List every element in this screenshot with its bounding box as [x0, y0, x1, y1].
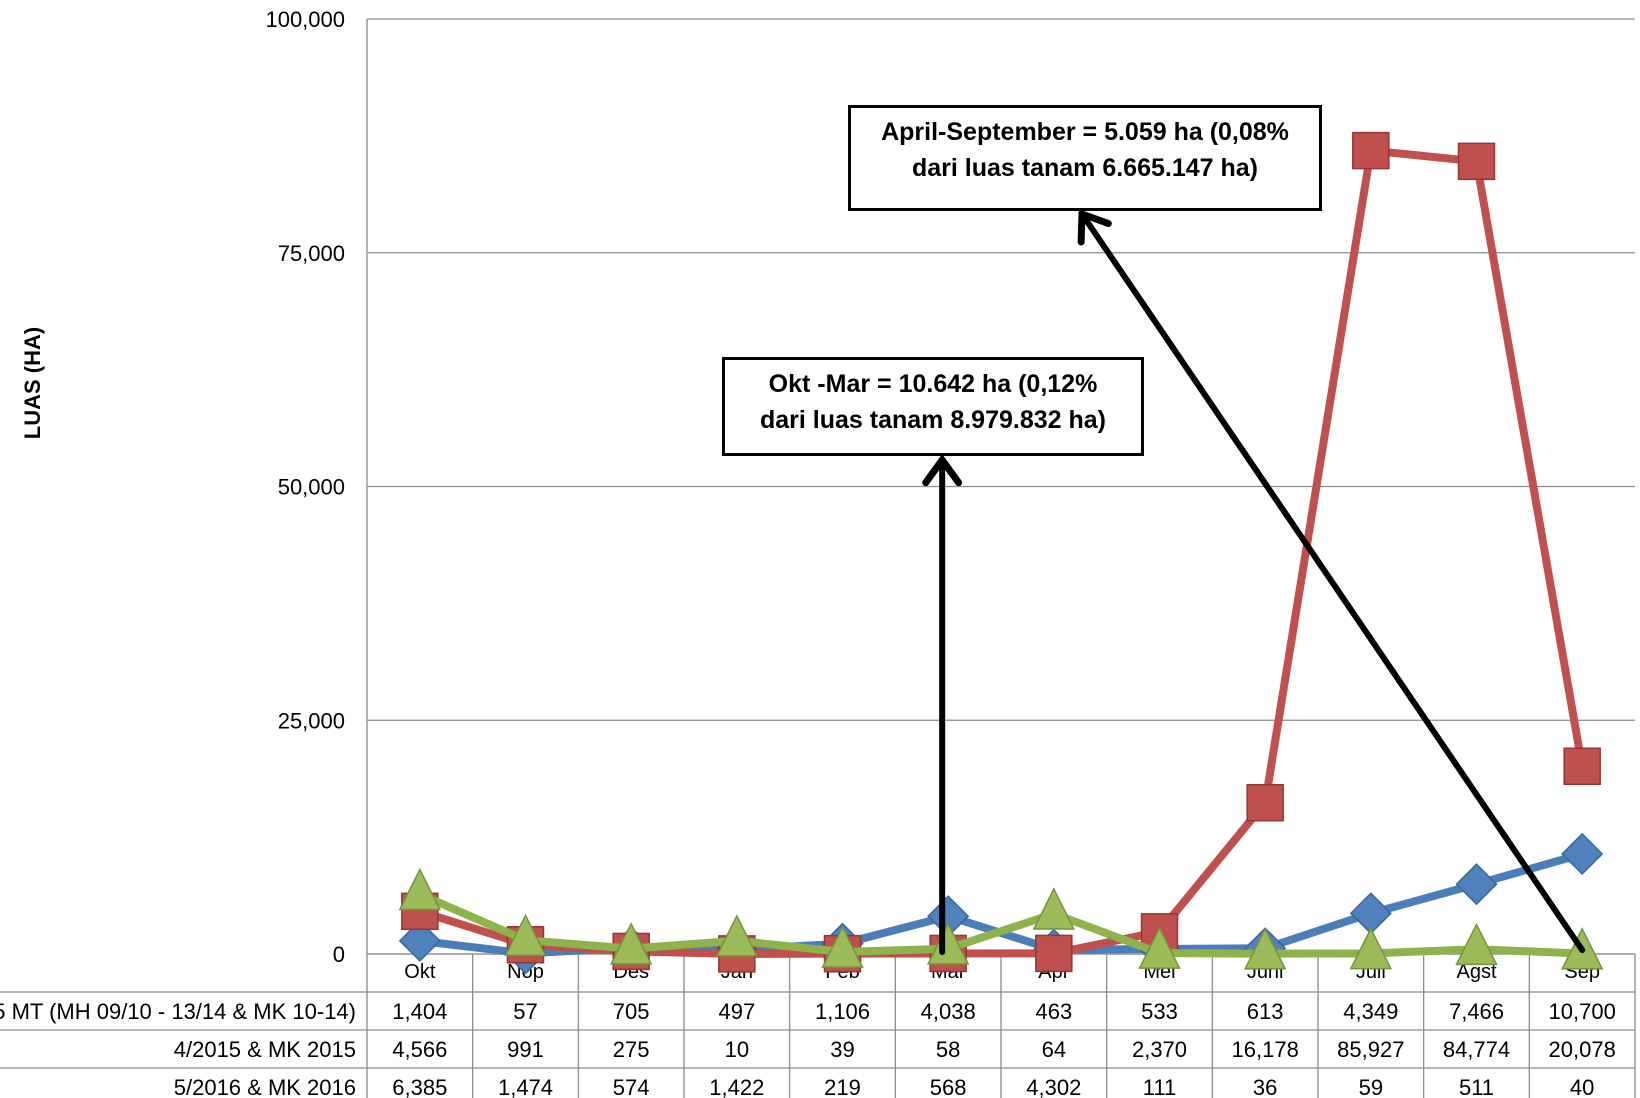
table-cell: 85,927	[1337, 1037, 1404, 1062]
table-cell: 16,178	[1232, 1037, 1299, 1062]
data-point-triangle	[504, 913, 547, 957]
table-cell: 1,474	[498, 1075, 553, 1098]
data-point-square	[1352, 131, 1390, 170]
table-cell: 59	[1359, 1075, 1383, 1098]
table-cell: 6,385	[392, 1075, 447, 1098]
series-layer	[398, 131, 1604, 975]
table-cell: 36	[1253, 1075, 1277, 1098]
series-line	[415, 146, 1587, 958]
table-cell: 991	[507, 1037, 544, 1062]
table-cell: 275	[613, 1037, 650, 1062]
table-cell: 2,370	[1132, 1037, 1187, 1062]
table-cell: 574	[613, 1075, 650, 1098]
table-cell: 4,302	[1026, 1075, 1081, 1098]
table-cell: 219	[824, 1075, 861, 1098]
data-point-diamond	[398, 919, 441, 962]
y-axis-ticks: 0 25,000 50,000 75,000 100,000	[265, 7, 345, 967]
table-cell: 58	[936, 1037, 960, 1062]
table-cell: 111	[1143, 1075, 1176, 1098]
annotation-apr-sep: April-September = 5.059 ha (0,08% dari l…	[848, 105, 1322, 211]
table-cell: 1,404	[392, 999, 447, 1024]
data-point-triangle	[926, 922, 970, 965]
data-point-triangle	[609, 922, 653, 965]
arrow-shaft	[1079, 211, 1586, 953]
y-tick-label: 25,000	[278, 708, 345, 733]
data-point-triangle	[1138, 926, 1181, 969]
table-cell: 10,700	[1549, 999, 1616, 1024]
table-cell: 613	[1247, 999, 1284, 1024]
data-point-triangle	[1455, 922, 1498, 966]
x-category-label: Okt	[404, 961, 436, 983]
y-tick-label: 50,000	[278, 475, 345, 500]
table-cell: 497	[718, 999, 755, 1024]
table-cell: 64	[1042, 1037, 1066, 1062]
table-cell: 1,422	[709, 1075, 764, 1098]
annotation-apr-sep-line2: dari luas tanam 6.665.147 ha)	[911, 154, 1258, 182]
data-point-triangle	[398, 867, 442, 911]
y-tick-label: 100,000	[265, 7, 345, 32]
data-point-diamond	[1561, 832, 1604, 876]
y-axis-label: LUAS (HA)	[20, 327, 45, 439]
y-tick-label: 0	[333, 942, 345, 967]
arrow-head	[1077, 209, 1112, 246]
table-cell: 40	[1570, 1075, 1594, 1098]
table-cell: 57	[513, 999, 537, 1024]
annotation-okt-mar: Okt -Mar = 10.642 ha (0,12% dari luas ta…	[722, 357, 1144, 456]
data-point-square	[1035, 934, 1073, 973]
series-line	[415, 890, 1587, 958]
table-cell: 568	[930, 1075, 967, 1098]
data-point-square	[1246, 783, 1284, 822]
annotation-arrows	[922, 209, 1586, 955]
table-cell: 39	[830, 1037, 854, 1062]
data-table: OktNopDesJanFebMarAprMeiJuniJuliAgstSep5…	[0, 953, 1636, 1098]
data-point-triangle	[715, 914, 759, 957]
series-name-label: 5/2016 & MK 2016	[174, 1075, 356, 1098]
series-square	[401, 131, 1601, 973]
data-point-square	[1457, 142, 1496, 181]
annotation-apr-sep-line1: April-September = 5.059 ha (0,08%	[881, 118, 1289, 146]
table-cell: 20,078	[1549, 1037, 1616, 1062]
y-tick-label: 75,000	[278, 241, 345, 266]
series-line	[415, 850, 1587, 958]
table-cell: 7,466	[1449, 999, 1504, 1024]
x-category-label: Agst	[1456, 961, 1496, 983]
table-cell: 4,566	[392, 1037, 447, 1062]
series-triangle	[398, 867, 1604, 970]
table-cell: 705	[613, 999, 650, 1024]
series-name-label: 4/2015 & MK 2015	[174, 1037, 356, 1062]
arrow-head	[922, 454, 963, 487]
annotation-okt-mar-line2: dari luas tanam 8.979.832 ha)	[759, 406, 1106, 434]
table-cell: 84,774	[1443, 1037, 1510, 1062]
data-point-square	[1563, 747, 1601, 786]
table-cell: 463	[1035, 999, 1072, 1024]
data-point-triangle	[1032, 887, 1076, 930]
arrow-apr-sep	[1077, 209, 1586, 953]
table-cell: 4,349	[1343, 999, 1398, 1024]
series-name-label: 5 MT (MH 09/10 - 13/14 & MK 10-14)	[0, 999, 356, 1024]
table-cell: 1,106	[815, 999, 870, 1024]
data-point-triangle	[1243, 927, 1287, 970]
table-cell: 511	[1459, 1075, 1494, 1098]
table-cell: 4,038	[921, 999, 976, 1024]
annotation-okt-mar-line1: Okt -Mar = 10.642 ha (0,12%	[768, 370, 1098, 398]
data-point-triangle	[1349, 926, 1393, 970]
data-point-triangle	[821, 925, 864, 968]
arrow-okt-mar	[922, 454, 963, 955]
table-cell: 10	[725, 1037, 749, 1062]
table-cell: 533	[1141, 999, 1178, 1024]
data-point-diamond	[1455, 863, 1498, 906]
